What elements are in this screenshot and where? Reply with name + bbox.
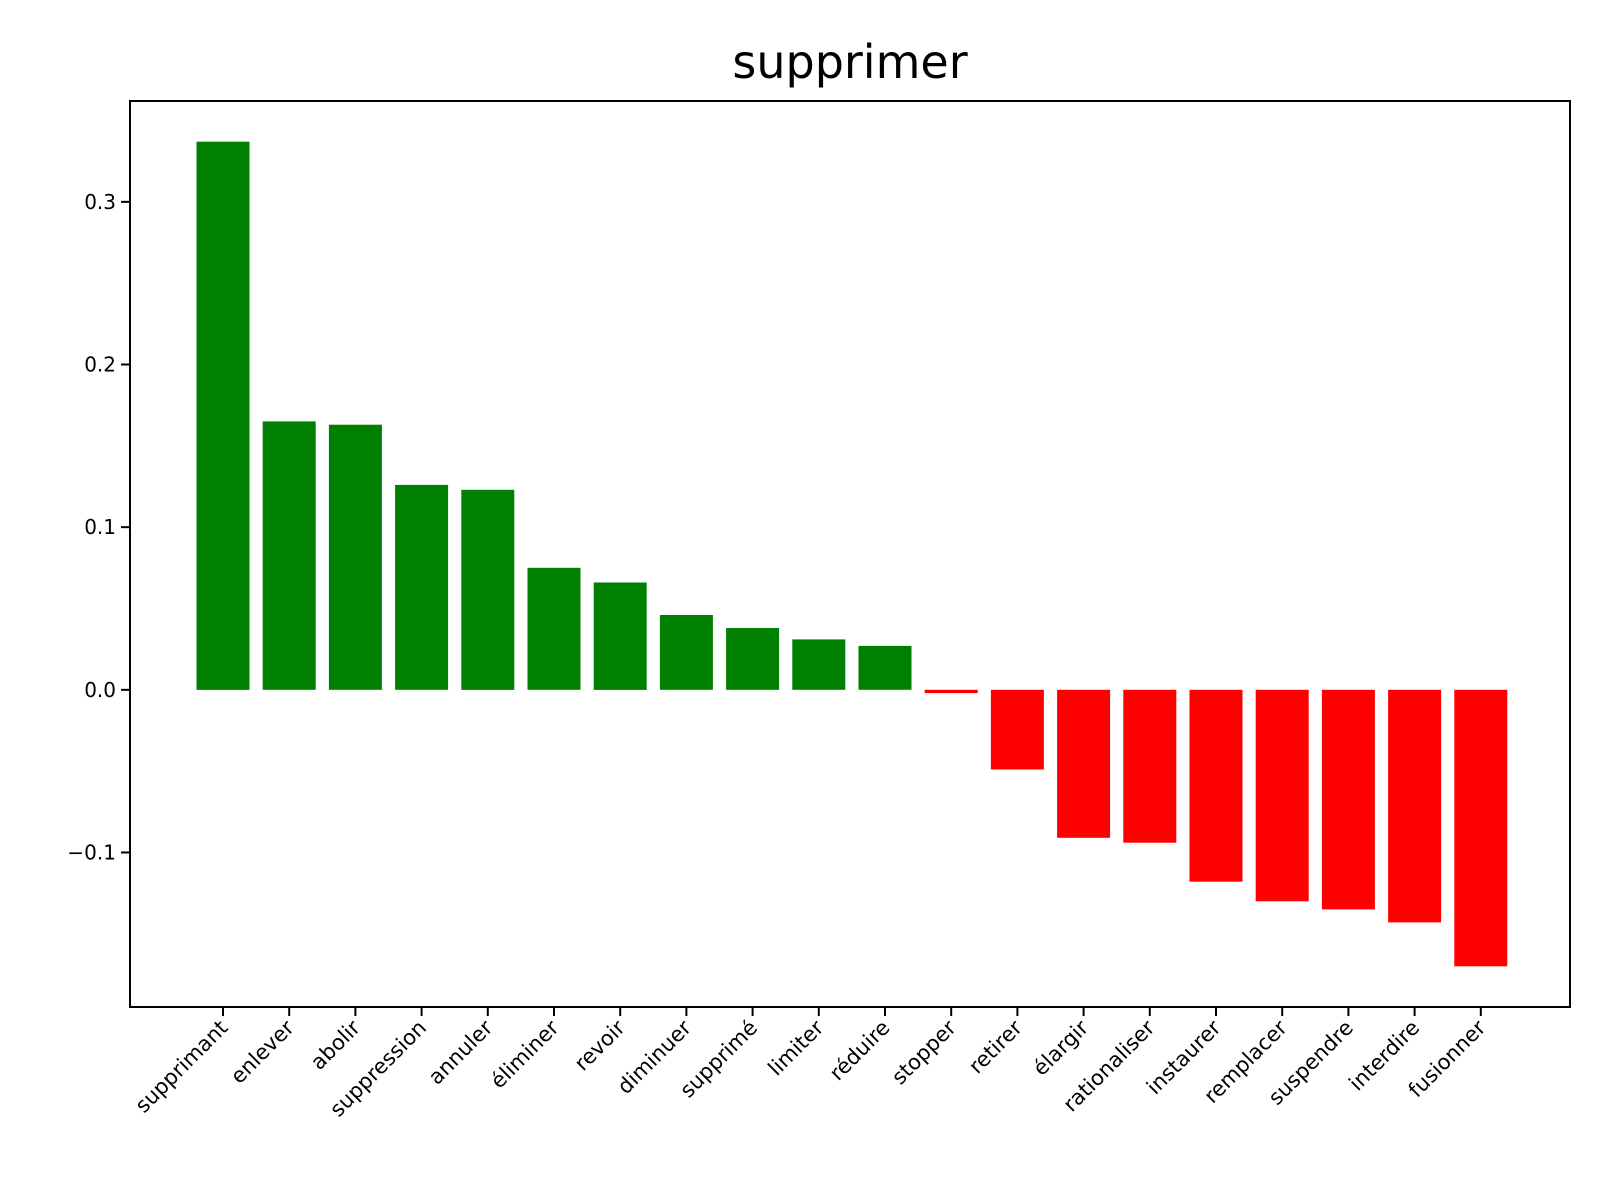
- y-axis: −0.1 0.0 0.1 0.2 0.3: [67, 190, 130, 864]
- x-tick-label-6: revoir: [570, 1015, 630, 1075]
- plot-frame: [129, 100, 1571, 1008]
- bar-13: [1057, 689, 1111, 838]
- bar-10: [858, 645, 912, 690]
- x-tick-label-12: retirer: [964, 1015, 1027, 1078]
- y-tick-label-4: 0.3: [84, 190, 116, 214]
- x-tick-label-1: enlever: [226, 1015, 299, 1088]
- bar-6: [593, 582, 647, 690]
- bar-1: [262, 421, 316, 690]
- y-tick-label-1: 0.0: [84, 678, 116, 702]
- bar-12: [990, 689, 1044, 770]
- bar-2: [328, 424, 382, 690]
- bar-5: [527, 567, 581, 690]
- bar-8: [726, 628, 780, 690]
- bar-16: [1255, 689, 1309, 902]
- bar-4: [461, 489, 515, 690]
- x-tick-label-10: réduire: [825, 1016, 895, 1086]
- x-tick-label-5: éliminer: [486, 1015, 564, 1093]
- bar-7: [659, 615, 713, 690]
- bar-0: [196, 141, 250, 690]
- bar-11: [924, 689, 978, 694]
- x-tick-label-0: supprimant: [131, 1016, 233, 1118]
- bars-group: [196, 141, 1508, 967]
- x-tick-label-13: élargir: [1028, 1015, 1093, 1080]
- x-tick-label-11: stopper: [887, 1015, 961, 1089]
- bar-3: [395, 484, 449, 690]
- bar-9: [792, 639, 846, 690]
- bar-19: [1454, 689, 1508, 967]
- bar-17: [1321, 689, 1375, 910]
- x-tick-label-9: limiter: [763, 1015, 828, 1080]
- y-tick-label-0: −0.1: [67, 840, 116, 864]
- x-tick-label-2: abolir: [306, 1015, 365, 1074]
- bar-18: [1388, 689, 1442, 923]
- bar-14: [1123, 689, 1177, 843]
- bar-15: [1189, 689, 1243, 882]
- chart-title: supprimer: [732, 35, 967, 89]
- y-tick-label-3: 0.2: [84, 353, 116, 377]
- y-tick-label-2: 0.1: [84, 515, 116, 539]
